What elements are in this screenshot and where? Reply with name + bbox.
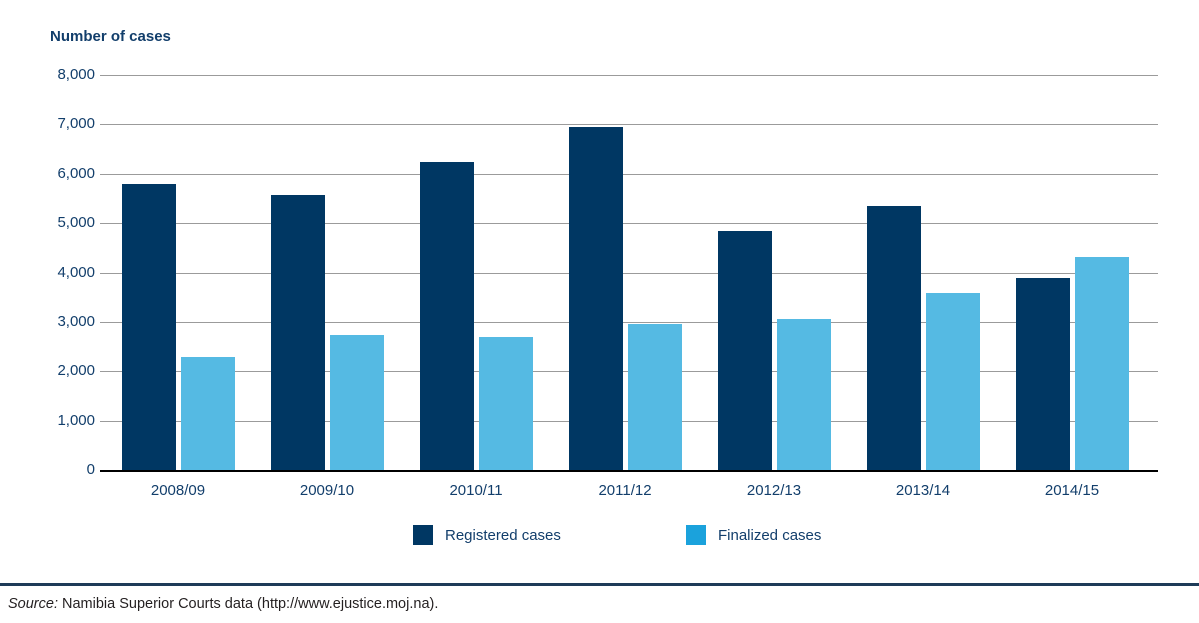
legend-item-registered: Registered cases: [413, 525, 561, 545]
gridline: [100, 321, 1158, 323]
registered-bar-2010-11: [419, 162, 474, 470]
finalized-bar-2008-09: [180, 356, 235, 470]
gridline: [100, 75, 1158, 76]
y-axis-tick-label: 2,000: [57, 362, 95, 380]
y-axis-tick-label: 1,000: [57, 411, 95, 429]
registered-bar-2011-12: [568, 126, 623, 470]
gridline: [100, 223, 1158, 225]
registered-bar-2009-10: [270, 195, 325, 470]
y-axis-tick-label: 8,000: [57, 66, 95, 83]
finalized-bar-2009-10: [329, 335, 384, 470]
plot-area: [100, 75, 1158, 472]
divider-rule: [0, 583, 1199, 586]
finalized-bar-2010-11: [478, 336, 533, 470]
finalized-bar-2013-14: [925, 292, 980, 470]
gridline: [100, 173, 1158, 175]
x-axis-label-2008-09: 2008/09: [150, 482, 206, 499]
x-axis-line: [100, 470, 1158, 472]
y-axis-tick-label: 0: [86, 461, 95, 478]
finalized-legend-swatch: [686, 525, 706, 545]
registered-bar-2012-13: [717, 230, 772, 470]
y-axis-tick-label: 6,000: [57, 164, 95, 182]
source-text: Namibia Superior Courts data (http://www…: [57, 596, 439, 612]
registered-legend-swatch: [413, 525, 433, 545]
source-label: Source:: [8, 596, 58, 612]
x-axis-label-2012-13: 2012/13: [746, 482, 802, 499]
finalized-bar-2011-12: [627, 323, 682, 470]
y-axis-tick-label: 4,000: [57, 263, 95, 281]
legend-label-finalized: Finalized cases: [718, 526, 822, 544]
finalized-bar-2014-15: [1074, 257, 1129, 470]
x-axis-label-2010-11: 2010/11: [449, 482, 503, 499]
y-axis-tick-label: 3,000: [57, 312, 95, 330]
legend-item-finalized: Finalized cases: [686, 525, 821, 545]
registered-bar-2013-14: [866, 206, 921, 470]
source-note: Source: Namibia Superior Courts data (ht…: [8, 596, 438, 612]
gridline: [100, 124, 1158, 126]
gridline: [100, 272, 1158, 274]
registered-bar-2008-09: [121, 183, 176, 470]
registered-bar-2014-15: [1015, 278, 1070, 470]
y-axis-title: Number of cases: [50, 28, 171, 45]
y-axis-tick-label: 7,000: [57, 115, 95, 133]
finalized-bar-2012-13: [776, 319, 831, 470]
x-axis-label-2011-12: 2011/12: [598, 482, 652, 499]
legend-label-registered: Registered cases: [445, 526, 561, 544]
y-axis-tick-label: 5,000: [57, 214, 95, 232]
x-axis-label-2013-14: 2013/14: [895, 482, 951, 499]
x-axis-label-2014-15: 2014/15: [1044, 482, 1100, 499]
x-axis-label-2009-10: 2009/10: [299, 482, 355, 499]
